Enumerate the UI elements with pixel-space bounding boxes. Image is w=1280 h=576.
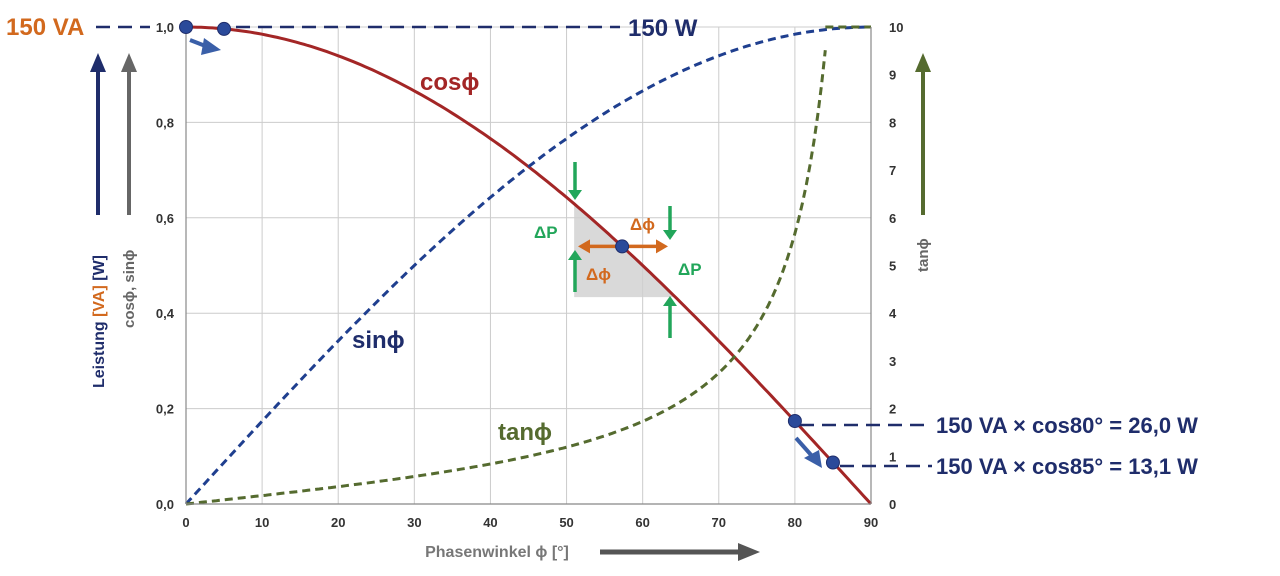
y-right-tick-label: 2 <box>889 402 896 417</box>
y-right-title: tanϕ <box>915 238 932 272</box>
va-label: 150 VA <box>6 14 84 41</box>
x-tick-label: 50 <box>559 515 573 530</box>
x-tick-label: 40 <box>483 515 497 530</box>
y-right-tick-label: 4 <box>889 306 897 321</box>
x-axis-arrow-head <box>738 543 760 561</box>
x-tick-label: 60 <box>635 515 649 530</box>
series-label-sin: sinϕ <box>352 327 405 354</box>
y-left-outer-title: Leistung [VA] [W] <box>91 255 108 388</box>
grid <box>186 26 871 504</box>
y-right-tick-label: 1 <box>889 449 896 464</box>
w-label: 150 W <box>628 15 698 42</box>
y-left-inner-arrow-head <box>121 53 137 72</box>
data-marker <box>217 21 232 36</box>
y-right-tick-label: 8 <box>889 115 896 130</box>
data-marker <box>825 455 840 470</box>
data-marker <box>787 414 802 429</box>
delta-phi-arrow-left-head <box>578 239 590 254</box>
data-marker <box>615 239 630 254</box>
markers <box>179 20 840 470</box>
x-tick-label: 20 <box>331 515 345 530</box>
series-line-tan <box>185 50 827 506</box>
series-label-cos: cosϕ <box>420 69 479 96</box>
eq80-label: 150 VA × cos80° = 26,0 W <box>936 413 1198 438</box>
delta-p-arrow-top-right-head <box>663 230 677 240</box>
shift-arrow-top-head <box>201 38 221 55</box>
y-right-tick-label: 5 <box>889 259 896 274</box>
y-left-outer-arrow-head <box>90 53 106 72</box>
delta-phi-label-bottom: Δϕ <box>586 265 611 284</box>
y-right-tick-label: 9 <box>889 68 896 83</box>
y-left-tick-label: 0,2 <box>156 402 174 417</box>
x-tick-label: 80 <box>788 515 802 530</box>
y-left-outer-title-part: Leistung <box>91 317 108 388</box>
x-tick-label: 30 <box>407 515 421 530</box>
delta-p-label-right: ΔP <box>678 260 702 279</box>
y-right-tick-label: 10 <box>889 20 903 35</box>
y-right-tick-label: 7 <box>889 163 896 178</box>
x-axis-title: Phasenwinkel ϕ [°] <box>425 544 569 561</box>
y-right-arrow-head <box>915 53 931 72</box>
y-right-tick-label: 6 <box>889 211 896 226</box>
plot-area <box>186 27 871 504</box>
axes: 0 10 20 30 40 50 60 70 80 90 0,0 0,2 0,4 0,6 0,8 1,0 0 1 2… <box>90 20 932 561</box>
y-right-tick-label: 0 <box>889 497 896 512</box>
series-label-tan: tanϕ <box>498 419 552 446</box>
y-left-tick-label: 0,0 <box>156 497 174 512</box>
y-left-tick-label: 0,6 <box>156 211 174 226</box>
delta-p-arrow-bottom-left-head <box>568 250 582 260</box>
x-tick-label: 0 <box>182 515 189 530</box>
series-line-sin <box>184 25 871 506</box>
y-left-outer-title-va: [VA] <box>91 285 108 317</box>
shift-arrow-bottom-shaft <box>794 436 814 458</box>
eq85-label: 150 VA × cos85° = 13,1 W <box>936 454 1198 479</box>
data-marker <box>179 20 193 34</box>
y-left-tick-label: 0,8 <box>156 115 174 130</box>
y-left-tick-label: 0,4 <box>156 306 175 321</box>
delta-phi-label-top: Δϕ <box>630 215 655 234</box>
x-tick-label: 70 <box>712 515 726 530</box>
shift-arrow-bottom-head <box>804 450 822 468</box>
x-tick-label: 10 <box>255 515 269 530</box>
y-left-inner-title: cosϕ, sinϕ <box>121 250 138 328</box>
delta-p-label-left: ΔP <box>534 223 558 242</box>
y-left-tick-label: 1,0 <box>156 20 174 35</box>
delta-phi-arrow-right-head <box>656 239 668 254</box>
x-tick-label: 90 <box>864 515 878 530</box>
annotations: cosϕ sinϕ tanϕ 150 VA 150 W 150 VA × cos80° =… <box>6 14 1198 479</box>
y-right-tick-label: 3 <box>889 354 896 369</box>
delta-p-arrow-top-left-head <box>568 190 582 200</box>
y-left-outer-title-w: [W] <box>91 255 108 285</box>
delta-p-arrow-bottom-right-head <box>663 296 677 306</box>
